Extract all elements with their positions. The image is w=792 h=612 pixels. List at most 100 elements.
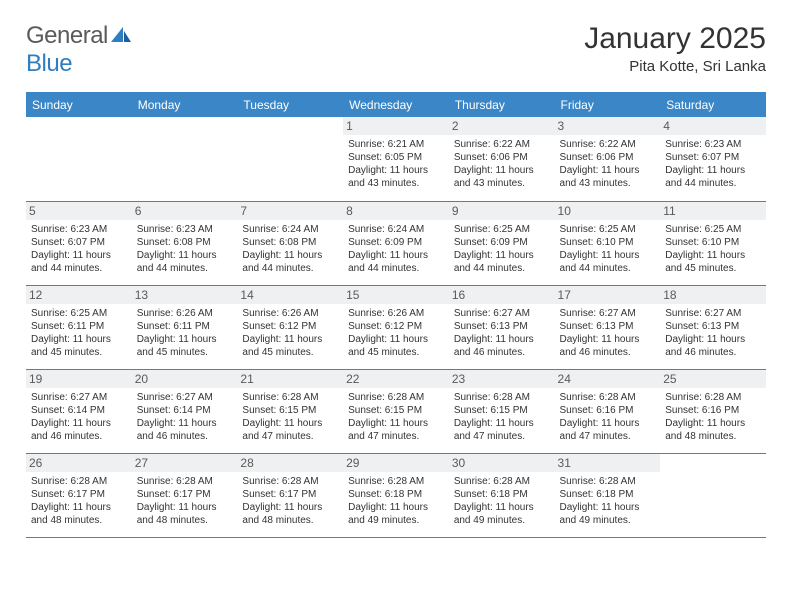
calendar-cell bbox=[660, 453, 766, 537]
logo-word2: Blue bbox=[26, 50, 72, 77]
calendar-cell: 22 Sunrise: 6:28 AMSunset: 6:15 PMDayligh… bbox=[343, 369, 449, 453]
calendar-cell: 6 Sunrise: 6:23 AMSunset: 6:08 PMDaylight… bbox=[132, 201, 238, 285]
calendar-cell: 30 Sunrise: 6:28 AMSunset: 6:18 PMDayligh… bbox=[449, 453, 555, 537]
day-number: 9 bbox=[449, 202, 555, 220]
day-details: Sunrise: 6:22 AMSunset: 6:06 PMDaylight:… bbox=[454, 138, 550, 190]
calendar-week: 12 Sunrise: 6:25 AMSunset: 6:11 PMDayligh… bbox=[26, 285, 766, 369]
day-details: Sunrise: 6:21 AMSunset: 6:05 PMDaylight:… bbox=[348, 138, 444, 190]
day-details: Sunrise: 6:25 AMSunset: 6:10 PMDaylight:… bbox=[560, 223, 656, 275]
calendar-cell: 20 Sunrise: 6:27 AMSunset: 6:14 PMDayligh… bbox=[132, 369, 238, 453]
calendar-cell: 2 Sunrise: 6:22 AMSunset: 6:06 PMDaylight… bbox=[449, 117, 555, 201]
day-details: Sunrise: 6:28 AMSunset: 6:18 PMDaylight:… bbox=[454, 475, 550, 527]
day-details: Sunrise: 6:27 AMSunset: 6:14 PMDaylight:… bbox=[137, 391, 233, 443]
calendar-cell: 15Sunrise: 6:26 AMSunset: 6:12 PMDayligh… bbox=[343, 285, 449, 369]
day-details: Sunrise: 6:25 AMSunset: 6:10 PMDaylight:… bbox=[665, 223, 761, 275]
day-details: Sunrise: 6:27 AMSunset: 6:14 PMDaylight:… bbox=[31, 391, 127, 443]
calendar-week: 1 Sunrise: 6:21 AMSunset: 6:05 PMDaylight… bbox=[26, 117, 766, 201]
day-details: Sunrise: 6:27 AMSunset: 6:13 PMDaylight:… bbox=[665, 307, 761, 359]
day-details: Sunrise: 6:28 AMSunset: 6:15 PMDaylight:… bbox=[348, 391, 444, 443]
day-header: Friday bbox=[555, 93, 661, 117]
calendar-cell: 29Sunrise: 6:28 AMSunset: 6:18 PMDayligh… bbox=[343, 453, 449, 537]
calendar-cell: 28Sunrise: 6:28 AMSunset: 6:17 PMDayligh… bbox=[237, 453, 343, 537]
day-number: 17 bbox=[555, 286, 661, 304]
calendar-cell: 13 Sunrise: 6:26 AMSunset: 6:11 PMDayligh… bbox=[132, 285, 238, 369]
day-number: 13 bbox=[132, 286, 238, 304]
day-details: Sunrise: 6:28 AMSunset: 6:17 PMDaylight:… bbox=[137, 475, 233, 527]
day-details: Sunrise: 6:28 AMSunset: 6:15 PMDaylight:… bbox=[242, 391, 338, 443]
day-number: 30 bbox=[449, 454, 555, 472]
day-header: Tuesday bbox=[237, 93, 343, 117]
day-details: Sunrise: 6:26 AMSunset: 6:12 PMDaylight:… bbox=[348, 307, 444, 359]
calendar-cell bbox=[132, 117, 238, 201]
day-number: 8 bbox=[343, 202, 449, 220]
calendar-cell: 21 Sunrise: 6:28 AMSunset: 6:15 PMDayligh… bbox=[237, 369, 343, 453]
calendar-cell: 27 Sunrise: 6:28 AMSunset: 6:17 PMDayligh… bbox=[132, 453, 238, 537]
calendar-header-row: SundayMondayTuesdayWednesdayThursdayFrid… bbox=[26, 93, 766, 117]
day-header: Thursday bbox=[449, 93, 555, 117]
day-number: 16 bbox=[449, 286, 555, 304]
day-number: 11 bbox=[660, 202, 766, 220]
day-number: 6 bbox=[132, 202, 238, 220]
day-number: 21 bbox=[237, 370, 343, 388]
day-number: 20 bbox=[132, 370, 238, 388]
day-number: 4 bbox=[660, 117, 766, 135]
logo-word1: General bbox=[26, 22, 108, 49]
title-block: January 2025 Pita Kotte, Sri Lanka bbox=[584, 22, 766, 75]
day-details: Sunrise: 6:23 AMSunset: 6:07 PMDaylight:… bbox=[31, 223, 127, 275]
calendar-cell: 24Sunrise: 6:28 AMSunset: 6:16 PMDayligh… bbox=[555, 369, 661, 453]
day-number: 14 bbox=[237, 286, 343, 304]
day-number: 27 bbox=[132, 454, 238, 472]
day-number: 1 bbox=[343, 117, 449, 135]
calendar-body: 1 Sunrise: 6:21 AMSunset: 6:05 PMDaylight… bbox=[26, 117, 766, 537]
day-number: 31 bbox=[555, 454, 661, 472]
page-header: General Blue January 2025 Pita Kotte, Sr… bbox=[26, 22, 766, 78]
calendar-cell bbox=[26, 117, 132, 201]
day-details: Sunrise: 6:23 AMSunset: 6:08 PMDaylight:… bbox=[137, 223, 233, 275]
day-number: 19 bbox=[26, 370, 132, 388]
calendar-week: 26Sunrise: 6:28 AMSunset: 6:17 PMDayligh… bbox=[26, 453, 766, 537]
calendar-cell: 4Sunrise: 6:23 AMSunset: 6:07 PMDaylight… bbox=[660, 117, 766, 201]
day-number: 25 bbox=[660, 370, 766, 388]
day-details: Sunrise: 6:27 AMSunset: 6:13 PMDaylight:… bbox=[560, 307, 656, 359]
day-number: 7 bbox=[237, 202, 343, 220]
day-number: 5 bbox=[26, 202, 132, 220]
day-details: Sunrise: 6:25 AMSunset: 6:09 PMDaylight:… bbox=[454, 223, 550, 275]
calendar-cell: 23Sunrise: 6:28 AMSunset: 6:15 PMDayligh… bbox=[449, 369, 555, 453]
location-label: Pita Kotte, Sri Lanka bbox=[584, 58, 766, 75]
day-details: Sunrise: 6:28 AMSunset: 6:18 PMDaylight:… bbox=[560, 475, 656, 527]
calendar-week: 19 Sunrise: 6:27 AMSunset: 6:14 PMDayligh… bbox=[26, 369, 766, 453]
day-number: 12 bbox=[26, 286, 132, 304]
calendar-cell: 25Sunrise: 6:28 AMSunset: 6:16 PMDayligh… bbox=[660, 369, 766, 453]
day-header: Monday bbox=[132, 93, 238, 117]
day-number: 22 bbox=[343, 370, 449, 388]
day-details: Sunrise: 6:25 AMSunset: 6:11 PMDaylight:… bbox=[31, 307, 127, 359]
calendar-page: General Blue January 2025 Pita Kotte, Sr… bbox=[0, 0, 792, 560]
calendar-cell: 17 Sunrise: 6:27 AMSunset: 6:13 PMDayligh… bbox=[555, 285, 661, 369]
month-title: January 2025 bbox=[584, 22, 766, 56]
calendar-cell: 12 Sunrise: 6:25 AMSunset: 6:11 PMDayligh… bbox=[26, 285, 132, 369]
calendar-cell: 3 Sunrise: 6:22 AMSunset: 6:06 PMDaylight… bbox=[555, 117, 661, 201]
day-details: Sunrise: 6:28 AMSunset: 6:16 PMDaylight:… bbox=[560, 391, 656, 443]
day-details: Sunrise: 6:24 AMSunset: 6:09 PMDaylight:… bbox=[348, 223, 444, 275]
calendar-cell: 18 Sunrise: 6:27 AMSunset: 6:13 PMDayligh… bbox=[660, 285, 766, 369]
calendar-table: SundayMondayTuesdayWednesdayThursdayFrid… bbox=[26, 93, 766, 537]
day-number: 3 bbox=[555, 117, 661, 135]
day-number: 2 bbox=[449, 117, 555, 135]
calendar-cell: 10 Sunrise: 6:25 AMSunset: 6:10 PMDayligh… bbox=[555, 201, 661, 285]
calendar-cell: 19 Sunrise: 6:27 AMSunset: 6:14 PMDayligh… bbox=[26, 369, 132, 453]
day-details: Sunrise: 6:28 AMSunset: 6:17 PMDaylight:… bbox=[31, 475, 127, 527]
calendar-cell: 11 Sunrise: 6:25 AMSunset: 6:10 PMDayligh… bbox=[660, 201, 766, 285]
day-header: Sunday bbox=[26, 93, 132, 117]
calendar-cell: 31 Sunrise: 6:28 AMSunset: 6:18 PMDayligh… bbox=[555, 453, 661, 537]
day-number: 18 bbox=[660, 286, 766, 304]
day-details: Sunrise: 6:28 AMSunset: 6:15 PMDaylight:… bbox=[454, 391, 550, 443]
calendar-cell: 7 Sunrise: 6:24 AMSunset: 6:08 PMDaylight… bbox=[237, 201, 343, 285]
day-details: Sunrise: 6:26 AMSunset: 6:11 PMDaylight:… bbox=[137, 307, 233, 359]
calendar-cell: 9 Sunrise: 6:25 AMSunset: 6:09 PMDaylight… bbox=[449, 201, 555, 285]
day-number: 10 bbox=[555, 202, 661, 220]
calendar-cell: 8 Sunrise: 6:24 AMSunset: 6:09 PMDaylight… bbox=[343, 201, 449, 285]
day-details: Sunrise: 6:22 AMSunset: 6:06 PMDaylight:… bbox=[560, 138, 656, 190]
day-details: Sunrise: 6:27 AMSunset: 6:13 PMDaylight:… bbox=[454, 307, 550, 359]
calendar-week: 5 Sunrise: 6:23 AMSunset: 6:07 PMDaylight… bbox=[26, 201, 766, 285]
day-details: Sunrise: 6:24 AMSunset: 6:08 PMDaylight:… bbox=[242, 223, 338, 275]
